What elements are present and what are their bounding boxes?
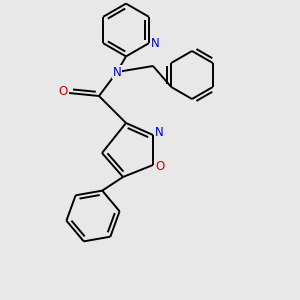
Text: N: N	[155, 125, 164, 139]
Text: O: O	[155, 160, 164, 173]
Text: N: N	[112, 65, 122, 79]
Text: N: N	[151, 37, 160, 50]
Text: O: O	[58, 85, 68, 98]
